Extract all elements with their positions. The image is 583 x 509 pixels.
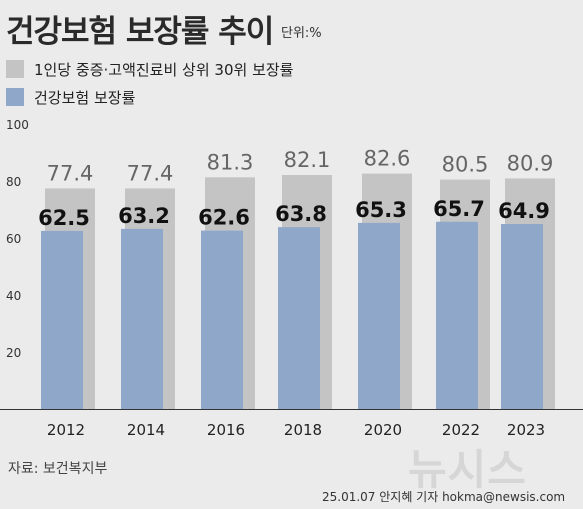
legend-swatch-blue [6,88,24,106]
x-tick-label: 2016 [207,421,245,439]
legend-item-coverage: 건강보험 보장률 [6,86,135,108]
value-label-coverage: 62.6 [198,206,250,230]
bar-coverage [436,221,478,409]
y-tick-label: 60 [6,232,21,246]
source-text: 자료: 보건복지부 [8,461,108,477]
y-tick-label: 40 [6,289,21,303]
y-tick-label: 20 [6,346,21,360]
value-label-top30: 77.4 [127,161,174,185]
bar-coverage [41,230,83,409]
value-label-coverage: 63.2 [118,204,170,228]
x-tick-label: 2018 [284,421,322,439]
y-tick-label: 100 [6,118,29,132]
bar-coverage [501,224,543,409]
value-label-coverage: 65.3 [355,198,407,222]
x-tick-label: 2022 [442,421,480,439]
x-tick-label: 2020 [364,421,402,439]
value-label-top30: 77.4 [47,161,94,185]
value-label-coverage: 64.9 [498,199,550,223]
value-label-coverage: 65.7 [433,197,485,221]
legend-swatch-gray [6,60,24,78]
value-label-coverage: 62.5 [38,206,90,230]
chart-title: 건강보험 보장률 추이 [6,14,274,50]
value-label-top30: 81.3 [207,150,254,174]
legend-label-top30: 1인당 중증·고액진료비 상위 30위 보장률 [34,60,294,79]
bar-coverage [278,227,320,409]
value-label-coverage: 63.8 [275,202,327,226]
watermark-logo: 뉴시스 [408,445,527,494]
value-label-top30: 82.6 [364,147,411,171]
value-label-top30: 82.1 [284,148,331,172]
y-tick-label: 80 [6,175,21,189]
bar-coverage [121,228,163,409]
value-label-top30: 80.5 [442,153,489,177]
legend-label-coverage: 건강보험 보장률 [34,88,136,107]
unit-label: 단위:% [281,26,322,41]
x-tick-label: 2023 [507,421,545,439]
byline-text: 25.01.07 안지혜 기자 hokma@newsis.com [322,490,566,504]
x-tick-label: 2014 [127,421,165,439]
bar-coverage [201,230,243,409]
value-label-top30: 80.9 [507,151,554,175]
x-tick-label: 2012 [47,421,85,439]
legend-item-top30: 1인당 중증·고액진료비 상위 30위 보장률 [6,58,293,80]
bar-coverage [358,222,400,409]
